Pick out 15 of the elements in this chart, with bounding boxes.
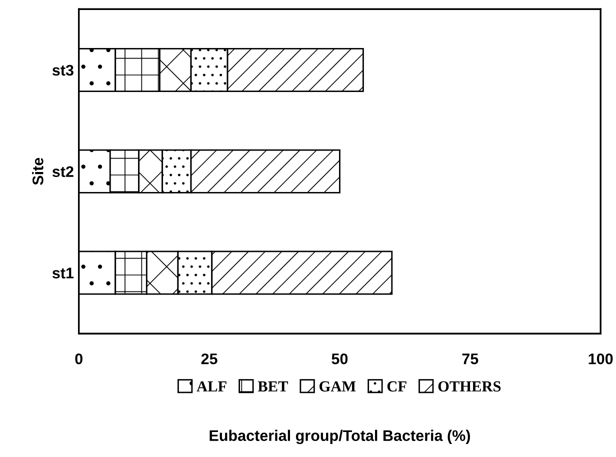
x-tick-label: 25 (201, 353, 218, 364)
legend-label: OTHERS (438, 381, 501, 392)
y-axis-title: Site (32, 158, 44, 185)
y-tick-label: st3 (52, 64, 74, 76)
x-tick-label: 100 (588, 353, 613, 364)
legend-label: CF (387, 381, 406, 392)
x-axis-title: Eubacterial group/Total Bacteria (%) (210, 430, 470, 444)
y-tick-label: st1 (52, 268, 74, 278)
x-tick-label: 50 (332, 353, 348, 364)
legend-label: GAM (320, 381, 356, 392)
legend-label: ALF (196, 381, 226, 392)
y-tick-label: st2 (52, 166, 74, 178)
legend-label: BET (258, 381, 288, 392)
x-tick-label: 75 (462, 354, 478, 364)
x-tick-label: 0 (75, 353, 82, 364)
